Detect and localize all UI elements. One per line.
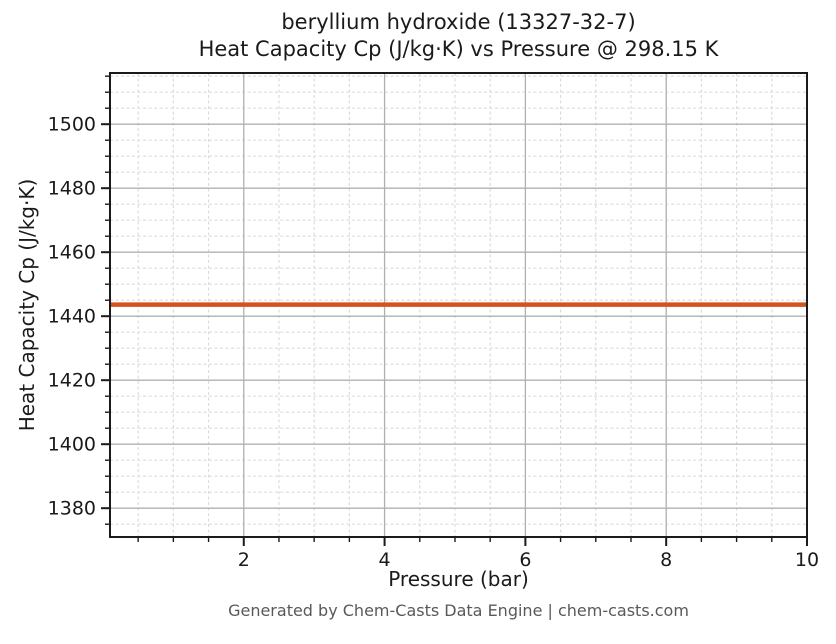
y-tick-label: 1460 (48, 242, 96, 264)
y-tick-label: 1500 (48, 114, 96, 136)
y-tick-label: 1440 (48, 306, 96, 328)
x-tick-label: 8 (660, 549, 672, 571)
x-tick-label: 2 (238, 549, 250, 571)
x-tick-label: 4 (379, 549, 391, 571)
y-tick-label: 1420 (48, 370, 96, 392)
x-tick-label: 10 (795, 549, 819, 571)
x-axis-label: Pressure (bar) (388, 567, 529, 591)
footer-credit: Generated by Chem-Casts Data Engine | ch… (228, 601, 689, 620)
plot-border (109, 72, 808, 538)
y-tick-label: 1400 (48, 434, 96, 456)
y-tick-label: 1380 (48, 498, 96, 520)
chart-title-line1: beryllium hydroxide (13327-32-7) (281, 10, 636, 34)
x-tick-label: 6 (519, 549, 531, 571)
y-axis-label: Heat Capacity Cp (J/kg·K) (15, 178, 39, 432)
chart-title: beryllium hydroxide (13327-32-7) Heat Ca… (110, 9, 807, 63)
y-tick-label: 1480 (48, 178, 96, 200)
chart-title-line2: Heat Capacity Cp (J/kg·K) vs Pressure @ … (198, 37, 719, 61)
